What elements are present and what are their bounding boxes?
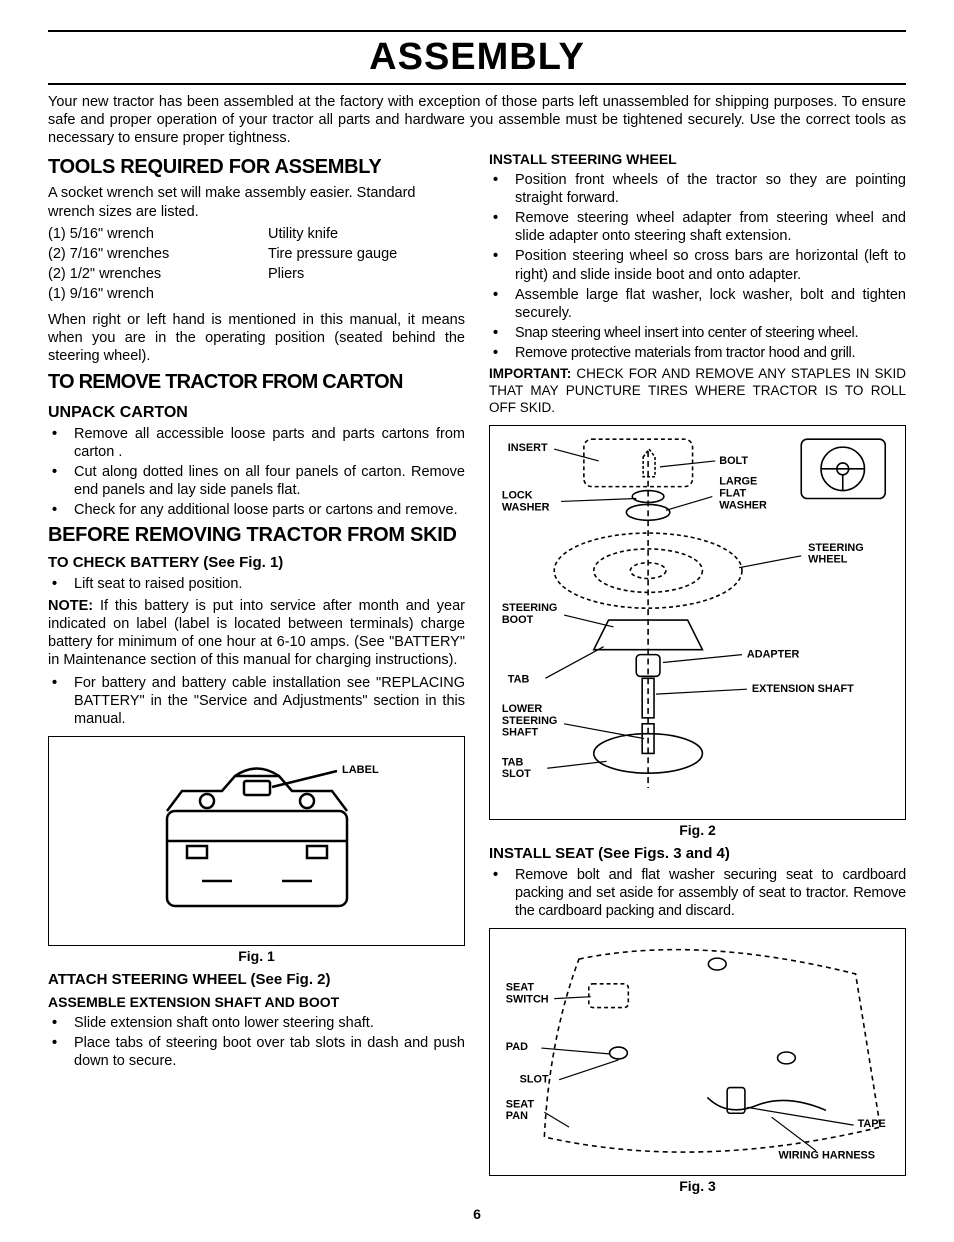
list-item: Remove protective materials from tractor… — [489, 344, 906, 362]
important-lead: IMPORTANT: — [489, 366, 571, 381]
batt-list-2: For battery and battery cable installati… — [48, 674, 465, 728]
check-batt-list: Lift seat to raised position. — [48, 575, 465, 593]
unpack-list: Remove all accessible loose parts and pa… — [48, 425, 465, 520]
list-item: Check for any additional loose parts or … — [48, 501, 465, 519]
svg-text:BOOT: BOOT — [502, 614, 534, 626]
svg-text:SEAT: SEAT — [506, 1099, 535, 1111]
figure-3: SEAT SWITCH PAD SLOT SEAT PAN TAPE WIRIN… — [489, 928, 906, 1176]
list-item: Snap steering wheel insert into center o… — [489, 324, 906, 342]
svg-text:WIRING HARNESS: WIRING HARNESS — [779, 1150, 876, 1162]
svg-text:WASHER: WASHER — [502, 501, 550, 513]
svg-text:STEERING: STEERING — [808, 542, 864, 554]
svg-text:WASHER: WASHER — [719, 499, 767, 511]
fig1-caption: Fig. 1 — [48, 948, 465, 966]
svg-text:BOLT: BOLT — [719, 455, 748, 467]
install-wheel-heading: INSTALL STEERING WHEEL — [489, 151, 906, 169]
svg-text:SHAFT: SHAFT — [502, 726, 539, 738]
svg-text:LARGE: LARGE — [719, 475, 757, 487]
fig1-label-text: LABEL — [342, 764, 379, 776]
svg-text:WHEEL: WHEEL — [808, 553, 848, 565]
list-item: For battery and battery cable installati… — [48, 674, 465, 728]
svg-text:SLOT: SLOT — [520, 1074, 549, 1086]
svg-text:ADAPTER: ADAPTER — [747, 648, 800, 660]
tool-right-2: Pliers — [268, 265, 465, 283]
tool-right-0: Utility knife — [268, 225, 465, 243]
figure-1: LABEL — [48, 736, 465, 946]
install-seat-list: Remove bolt and flat washer securing sea… — [489, 866, 906, 920]
assemble-ext-list: Slide extension shaft onto lower steerin… — [48, 1014, 465, 1070]
list-item: Position steering wheel so cross bars ar… — [489, 247, 906, 283]
right-column: INSTALL STEERING WHEEL Position front wh… — [489, 151, 906, 1200]
figure-2: INSERT BOLT LOCK WASHER LARGE FLAT WASHE… — [489, 425, 906, 820]
steering-assembly-illustration: INSERT BOLT LOCK WASHER LARGE FLAT WASHE… — [490, 426, 905, 819]
svg-text:PAN: PAN — [506, 1111, 528, 1123]
tool-left-2: (2) 1/2" wrenches — [48, 265, 268, 283]
svg-text:TAB: TAB — [508, 673, 530, 685]
tools-grid: (1) 5/16" wrench Utility knife (2) 7/16"… — [48, 225, 465, 304]
list-item: Position front wheels of the tractor so … — [489, 171, 906, 207]
sub-rule — [48, 83, 906, 85]
list-item: Remove steering wheel adapter from steer… — [489, 209, 906, 245]
svg-text:PAD: PAD — [506, 1041, 528, 1053]
page-number: 6 — [48, 1206, 906, 1222]
svg-text:SLOT: SLOT — [502, 768, 531, 780]
tools-heading: TOOLS REQUIRED FOR ASSEMBLY — [48, 155, 465, 180]
svg-text:TAPE: TAPE — [858, 1118, 886, 1130]
install-wheel-list: Position front wheels of the tractor so … — [489, 171, 906, 362]
tool-left-0: (1) 5/16" wrench — [48, 225, 268, 243]
list-item: Remove all accessible loose parts and pa… — [48, 425, 465, 461]
svg-text:INSERT: INSERT — [508, 442, 548, 454]
svg-text:EXTENSION SHAFT: EXTENSION SHAFT — [752, 683, 854, 695]
orientation-note: When right or left hand is mentioned in … — [48, 311, 465, 365]
important-note: IMPORTANT: CHECK FOR AND REMOVE ANY STAP… — [489, 366, 906, 417]
seat-pan-illustration: SEAT SWITCH PAD SLOT SEAT PAN TAPE WIRIN… — [490, 929, 905, 1175]
tool-left-1: (2) 7/16" wrenches — [48, 245, 268, 263]
battery-illustration: LABEL — [127, 751, 387, 931]
svg-text:STEERING: STEERING — [502, 715, 558, 727]
fig2-caption: Fig. 2 — [489, 822, 906, 840]
list-item: Slide extension shaft onto lower steerin… — [48, 1014, 465, 1032]
list-item: Cut along dotted lines on all four panel… — [48, 463, 465, 499]
svg-text:TAB: TAB — [502, 756, 524, 768]
install-seat-heading: INSTALL SEAT (See Figs. 3 and 4) — [489, 845, 906, 864]
before-heading: BEFORE REMOVING TRACTOR FROM SKID — [48, 523, 465, 548]
list-item: Lift seat to raised position. — [48, 575, 465, 593]
svg-text:SWITCH: SWITCH — [506, 994, 549, 1006]
tools-intro: A socket wrench set will make assembly e… — [48, 184, 465, 220]
check-batt-heading: TO CHECK BATTERY (See Fig. 1) — [48, 554, 465, 573]
left-column: TOOLS REQUIRED FOR ASSEMBLY A socket wre… — [48, 151, 465, 1200]
page-title: ASSEMBLY — [48, 36, 906, 81]
svg-text:LOCK: LOCK — [502, 489, 533, 501]
tool-right-3 — [268, 285, 465, 303]
intro-paragraph: Your new tractor has been assembled at t… — [48, 93, 906, 147]
note-text: If this battery is put into service afte… — [48, 598, 465, 668]
list-item: Assemble large flat washer, lock washer,… — [489, 286, 906, 322]
svg-text:FLAT: FLAT — [719, 487, 746, 499]
top-rule — [48, 30, 906, 32]
unpack-heading: UNPACK CARTON — [48, 403, 465, 423]
svg-text:LOWER: LOWER — [502, 703, 543, 715]
remove-heading: TO REMOVE TRACTOR FROM CARTON — [48, 370, 465, 395]
list-item: Remove bolt and flat washer securing sea… — [489, 866, 906, 920]
battery-note: NOTE: If this battery is put into servic… — [48, 597, 465, 670]
svg-text:STEERING: STEERING — [502, 602, 558, 614]
fig3-caption: Fig. 3 — [489, 1178, 906, 1196]
tool-left-3: (1) 9/16" wrench — [48, 285, 268, 303]
note-lead: NOTE: — [48, 598, 93, 614]
assemble-ext-heading: ASSEMBLE EXTENSION SHAFT AND BOOT — [48, 994, 465, 1012]
attach-heading: ATTACH STEERING WHEEL (See Fig. 2) — [48, 971, 465, 990]
svg-text:SEAT: SEAT — [506, 982, 535, 994]
tool-right-1: Tire pressure gauge — [268, 245, 465, 263]
list-item: Place tabs of steering boot over tab slo… — [48, 1034, 465, 1070]
